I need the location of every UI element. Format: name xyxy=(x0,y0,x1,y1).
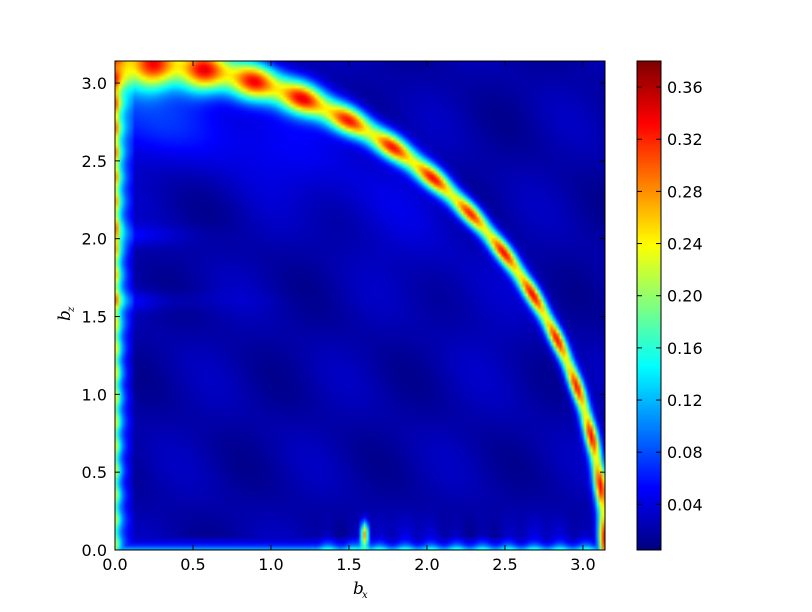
y-tick-label: 0.0 xyxy=(82,541,107,560)
colorbar-ticks: 0.04 0.08 0.12 0.16 0.20 0.24 0.28 0.32 0.36 xyxy=(637,78,703,514)
colorbar-tick-label: 0.16 xyxy=(667,339,703,358)
colorbar-tick-label: 0.20 xyxy=(667,287,703,306)
colorbar-tick-label: 0.28 xyxy=(667,182,703,201)
x-tick-label: 0.5 xyxy=(180,555,205,574)
colorbar: 0.04 0.08 0.12 0.16 0.20 0.24 0.28 0.32 0.36 xyxy=(636,60,703,551)
y-axis-label-subscript: z xyxy=(66,306,77,313)
colorbar-tick-label: 0.12 xyxy=(667,391,703,410)
colorbar-tick-label: 0.08 xyxy=(667,443,703,462)
x-tick-label: 1.5 xyxy=(336,555,361,574)
x-axis-label: b xyxy=(353,579,364,599)
plot-area xyxy=(114,60,606,551)
y-axis-label: b xyxy=(55,310,75,321)
colorbar-gradient xyxy=(637,61,661,550)
colorbar-tick-label: 0.32 xyxy=(667,130,703,149)
colorbar-tick-label: 0.24 xyxy=(667,235,703,254)
colorbar-tick-label: 0.04 xyxy=(667,495,703,514)
x-axis-label-subscript: x xyxy=(362,590,368,601)
x-tick-label: 2.5 xyxy=(492,555,517,574)
y-tick-label: 0.5 xyxy=(82,463,107,482)
plot-frame xyxy=(114,60,606,551)
y-tick-label: 3.0 xyxy=(82,74,107,93)
y-tick-label: 2.0 xyxy=(82,230,107,249)
x-tick-label: 3.0 xyxy=(570,555,595,574)
y-tick-label: 1.0 xyxy=(82,385,107,404)
y-tick-label: 2.5 xyxy=(82,152,107,171)
y-axis-ticks: 0.0 0.5 1.0 1.5 2.0 2.5 3.0 xyxy=(82,74,605,560)
colorbar-frame xyxy=(636,60,662,551)
colorbar-tick-label: 0.36 xyxy=(667,78,703,97)
x-tick-label: 2.0 xyxy=(414,555,439,574)
heatmap-image xyxy=(115,61,605,550)
y-axis-title: b z xyxy=(55,306,77,321)
x-tick-label: 1.0 xyxy=(258,555,283,574)
x-axis-title: b x xyxy=(353,579,368,601)
x-tick-label: 0.0 xyxy=(102,555,127,574)
x-axis-ticks: 0.0 0.5 1.0 1.5 2.0 2.5 3.0 xyxy=(102,61,596,574)
y-tick-label: 1.5 xyxy=(82,308,107,327)
